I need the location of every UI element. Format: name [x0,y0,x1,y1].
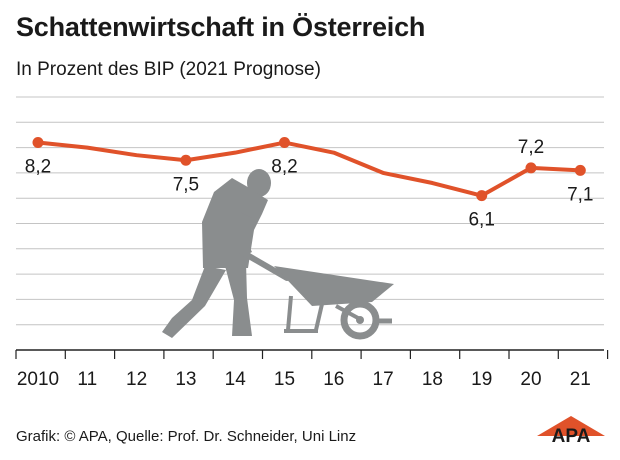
chart-subtitle: In Prozent des BIP (2021 Prognose) [16,59,321,80]
x-tick-label: 18 [422,369,443,390]
x-tick-labels: 2010 11 12 13 14 15 16 17 18 19 20 21 [17,369,591,390]
data-label: 7,2 [518,137,544,158]
data-label: 8,2 [25,157,51,178]
x-tick-label: 2010 [17,369,59,390]
data-label: 6,1 [468,210,494,231]
source-note: Grafik: © APA, Quelle: Prof. Dr. Schneid… [16,428,357,445]
x-tick-label: 21 [570,369,591,390]
data-label: 7,1 [567,184,593,205]
person-pushing-wheelbarrow-icon [162,169,394,340]
data-point [574,164,586,176]
x-tick-label: 14 [225,369,247,390]
logo-text: APA [552,426,591,444]
data-point [476,190,488,202]
x-tick-label: 13 [175,369,196,390]
x-tick-label: 19 [471,369,492,390]
apa-logo: APA [537,416,605,444]
data-point [525,162,537,174]
gridlines [16,96,604,326]
x-tick-label: 11 [77,369,97,390]
series-line [37,140,581,198]
chart-title: Schattenwirtschaft in Österreich [16,12,426,42]
data-point [279,137,290,149]
x-tick-label: 20 [520,369,541,390]
series-polyline [37,140,581,198]
data-label: 7,5 [173,174,199,195]
series-points [32,137,586,202]
data-labels: 8,2 7,5 8,2 6,1 7,2 7,1 [25,137,594,231]
x-tick-label: 12 [126,369,147,390]
x-tick-label: 15 [274,369,295,390]
x-tick-label: 17 [373,369,394,390]
data-point [180,154,192,166]
data-point [32,137,44,149]
x-axis [15,349,609,359]
data-label: 8,2 [271,157,297,178]
x-tick-label: 16 [323,369,344,390]
